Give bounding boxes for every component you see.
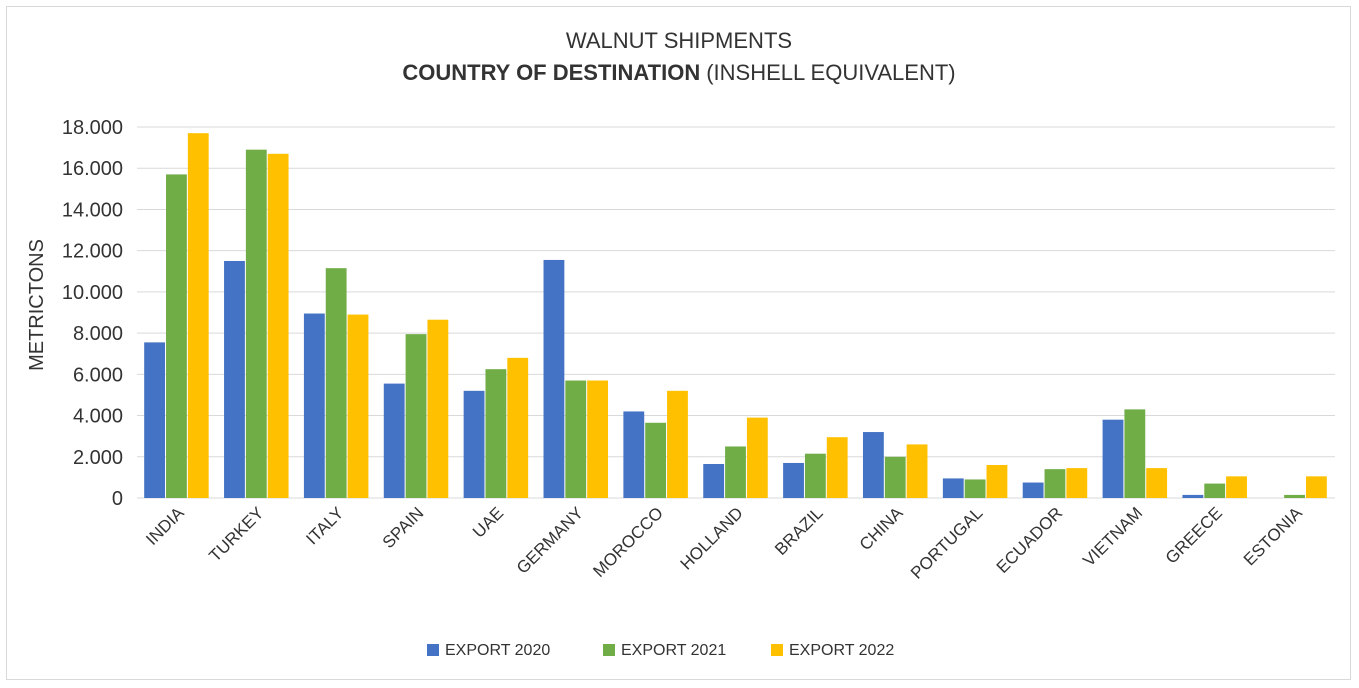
x-axis-ticks: INDIA TURKEY ITALY SPAIN UAE GERMANY MOROCCO HO… [142,503,1306,583]
chart-title: WALNUT SHIPMENTS [566,28,792,53]
y-axis-label: METRICTONS [26,239,48,371]
bar-portugal-0 [942,478,964,498]
bar-germany-0 [543,259,565,498]
bar-germany-2 [587,380,609,498]
bar-china-1 [884,456,906,498]
x-tick-label: HOLLAND [677,503,747,573]
legend: EXPORT 2020 EXPORT 2021 EXPORT 2022 [427,642,894,659]
bar-brazil-2 [826,437,848,498]
bars [144,133,1327,499]
x-tick-label: VIETNAM [1079,503,1146,570]
x-tick-label: PORTUGAL [907,503,986,582]
chart-subtitle-rest: (INSHELL EQUIVALENT) [706,60,955,85]
x-tick-label: CHINA [856,503,907,554]
bar-estonia-1 [1284,494,1305,498]
x-tick-label: BRAZIL [771,503,827,559]
bar-spain-1 [405,334,427,498]
bar-vietnam-0 [1102,419,1124,498]
legend-swatch [603,644,615,656]
y-tick-label: 6.000 [73,364,123,386]
chart-frame: WALNUT SHIPMENTS COUNTRY OF DESTINATION(… [6,6,1351,680]
bar-turkey-2 [267,153,289,499]
x-tick-label: TURKEY [205,503,267,565]
bar-spain-0 [383,383,405,498]
bar-greece-2 [1226,476,1247,498]
x-tick-label: ITALY [302,503,347,548]
bar-italy-1 [325,268,347,498]
bar-holland-2 [746,417,768,498]
y-axis-ticks: 0 2.000 4.000 6.000 8.000 10.000 12.000 14.000 1… [62,117,123,510]
bar-spain-2 [427,319,449,498]
x-tick-label: MOROCCO [589,503,667,581]
bar-turkey-1 [245,149,267,498]
bar-portugal-1 [964,479,986,498]
bar-greece-1 [1204,483,1226,498]
y-tick-label: 0 [112,488,123,510]
bar-brazil-1 [804,453,826,498]
bar-morocco-1 [645,422,667,498]
bar-italy-0 [303,313,325,498]
bar-ecuador-2 [1066,468,1088,498]
x-tick-label: UAE [469,503,507,541]
x-tick-label: INDIA [142,503,188,549]
y-tick-label: 10.000 [62,282,123,304]
bar-vietnam-1 [1124,409,1146,498]
bar-india-2 [187,133,209,498]
y-tick-label: 18.000 [62,117,123,139]
legend-label: EXPORT 2020 [445,642,550,659]
bar-brazil-0 [783,462,804,498]
x-tick-label: ESTONIA [1240,503,1306,569]
y-tick-label: 8.000 [73,323,123,345]
bar-greece-0 [1182,494,1204,498]
bar-holland-1 [725,446,746,498]
legend-label: EXPORT 2022 [789,642,894,659]
bar-ecuador-0 [1022,482,1044,498]
bar-uae-0 [463,390,485,498]
bar-portugal-2 [986,465,1008,498]
bar-ecuador-1 [1044,469,1066,498]
bar-china-0 [862,432,884,498]
bar-turkey-0 [224,260,245,498]
y-tick-label: 4.000 [73,406,123,428]
bar-morocco-2 [667,390,688,498]
bar-india-1 [166,174,187,498]
bar-india-0 [144,342,166,498]
legend-swatch [771,644,783,656]
y-tick-label: 2.000 [73,447,123,469]
y-tick-label: 16.000 [62,158,123,180]
bar-morocco-0 [623,411,645,498]
bar-vietnam-2 [1146,468,1168,498]
walnut-shipments-chart: WALNUT SHIPMENTS COUNTRY OF DESTINATION(… [26,28,1335,659]
y-tick-label: 12.000 [62,241,123,263]
bar-germany-1 [565,380,587,498]
x-tick-label: SPAIN [379,503,428,552]
x-tick-label: GREECE [1162,503,1226,567]
bar-china-2 [906,444,928,498]
bar-uae-1 [485,369,507,498]
legend-swatch [427,644,439,656]
bar-holland-0 [703,463,725,498]
chart-subtitle: COUNTRY OF DESTINATION (INSHELL EQUIVALEN… [402,60,955,85]
bar-estonia-2 [1305,476,1327,498]
x-tick-label: GERMANY [513,503,587,577]
bar-italy-2 [347,314,369,498]
y-tick-label: 14.000 [62,199,123,221]
x-tick-label: ECUADOR [993,503,1067,577]
chart-subtitle-bold: COUNTRY OF DESTINATION [402,60,700,85]
legend-label: EXPORT 2021 [621,642,726,659]
bar-uae-2 [507,357,529,498]
